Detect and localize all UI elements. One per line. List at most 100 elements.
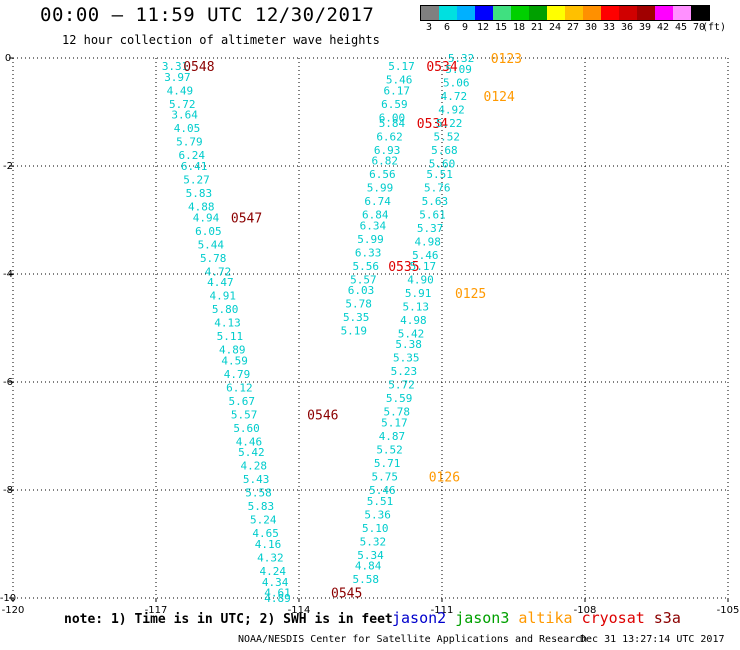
wave-height-value: 5.52	[376, 444, 403, 457]
wave-height-value: 4.05	[174, 122, 201, 135]
wave-height-value: 5.78	[200, 252, 227, 265]
wave-height-value: 6.41	[181, 160, 208, 173]
pass-time-label: 0123	[491, 52, 522, 67]
wave-height-value: 6.62	[376, 130, 403, 143]
x-tick-label: -111	[431, 605, 454, 616]
color-scale-tick-label: 21	[530, 22, 544, 33]
color-scale-tick-label: 45	[674, 22, 688, 33]
wave-height-value: 5.46	[369, 484, 396, 497]
wave-height-value: 5.24	[250, 514, 277, 527]
wave-height-value: 6.82	[372, 155, 399, 168]
wave-height-value: 5.72	[388, 379, 415, 392]
wave-height-value: 4.98	[414, 236, 441, 249]
wave-height-value: 4.24	[260, 565, 287, 578]
wave-height-value: 4.89	[264, 592, 291, 605]
color-scale-tick-label: 39	[638, 22, 652, 33]
wave-height-value: 5.83	[186, 187, 213, 200]
wave-height-value: 5.22	[436, 117, 463, 130]
color-swatch	[457, 6, 475, 20]
color-scale-tick-label: 18	[512, 22, 526, 33]
wave-height-value: 5.68	[431, 144, 458, 157]
color-swatch	[529, 6, 547, 20]
wave-height-value: 4.84	[355, 560, 382, 573]
wave-height-value: 5.60	[429, 157, 456, 170]
wave-height-value: 6.00	[379, 111, 406, 124]
wave-height-value: 4.89	[219, 344, 246, 357]
wave-height-value: 4.61	[264, 587, 291, 600]
y-tick-label: -2	[3, 161, 13, 172]
color-swatch	[691, 6, 709, 20]
wave-height-value: 5.61	[419, 209, 446, 222]
wave-height-value: 6.12	[226, 381, 253, 394]
color-swatch	[601, 6, 619, 20]
wave-height-value: 4.34	[262, 576, 289, 589]
color-swatch	[655, 6, 673, 20]
wave-height-value: 6.05	[195, 225, 222, 238]
wave-height-value: 3.97	[164, 71, 191, 84]
wave-height-value: 5.99	[367, 182, 394, 195]
wave-height-value: 5.78	[345, 298, 372, 311]
chart-title: 00:00 – 11:59 UTC 12/30/2017	[40, 4, 375, 26]
wave-height-value: 6.24	[179, 149, 206, 162]
pass-time-label: 0547	[231, 211, 262, 226]
x-tick-label: -114	[288, 605, 311, 616]
color-scale-tick-label: 6	[443, 22, 451, 33]
color-scale-tick-label: 3	[425, 22, 433, 33]
pass-time-label: 0126	[429, 471, 460, 486]
color-swatch	[637, 6, 655, 20]
wave-height-value: 4.13	[214, 317, 241, 330]
wave-height-value: 5.51	[426, 168, 453, 181]
chart-subtitle: 12 hour collection of altimeter wave hei…	[62, 33, 380, 47]
wave-height-value: 5.06	[443, 76, 470, 89]
wave-height-value: 4.92	[438, 103, 465, 116]
color-swatch	[421, 6, 439, 20]
wave-height-value: 5.44	[198, 238, 225, 251]
color-scale-tick-label: 70	[692, 22, 706, 33]
color-swatch	[619, 6, 637, 20]
wave-height-value: 5.91	[405, 287, 432, 300]
color-scale-swatches	[420, 5, 710, 21]
wave-height-value: 5.63	[422, 195, 449, 208]
wave-height-value: 4.87	[379, 430, 406, 443]
color-scale-tick-label: 33	[602, 22, 616, 33]
wave-height-value: 4.49	[167, 84, 194, 97]
mission-legend: jason2 jason3 altika cryosat s3a	[392, 609, 690, 627]
wave-height-value: 5.17	[381, 417, 408, 430]
wave-height-value: 6.33	[355, 246, 382, 259]
wave-height-value: 5.58	[245, 487, 272, 500]
color-scale-tick-label: 27	[566, 22, 580, 33]
pass-time-label: 0534	[417, 117, 448, 132]
x-tick-label: -120	[2, 605, 25, 616]
wave-height-value: 5.83	[248, 500, 275, 513]
wave-height-value: 5.17	[388, 60, 415, 73]
color-scale-labels: 3 6 9 12 15 18 21 24 27 30 33 36 39 42 45 70 (ft)	[420, 21, 740, 35]
wave-height-value: 5.67	[229, 395, 256, 408]
wave-height-value: 4.79	[224, 368, 251, 381]
wave-height-value: 4.72	[441, 90, 468, 103]
wave-height-value: 5.84	[379, 117, 406, 130]
wave-height-value: 4.91	[209, 290, 236, 303]
color-scale-legend: 3 6 9 12 15 18 21 24 27 30 33 36 39 42 45 70 (ft)	[420, 5, 740, 35]
wave-height-value: 5.10	[362, 522, 389, 535]
mission-label: altika	[518, 609, 573, 627]
color-scale-tick-label: 30	[584, 22, 598, 33]
wave-height-value: 4.16	[255, 538, 282, 551]
wave-height-value: 6.03	[348, 284, 375, 297]
wave-height-value: 5.36	[364, 508, 391, 521]
wave-height-value: 4.32	[257, 552, 284, 565]
wave-height-value: 5.37	[417, 222, 444, 235]
footer-note: note: 1) Time is in UTC; 2) SWH is in fe…	[64, 612, 393, 627]
wave-height-value: 5.72	[169, 98, 196, 111]
color-swatch	[475, 6, 493, 20]
wave-height-value: 5.42	[398, 327, 425, 340]
color-scale-tick-label: 42	[656, 22, 670, 33]
mission-label: jason3	[455, 609, 510, 627]
wave-height-value: 5.59	[386, 392, 413, 405]
wave-height-value: 4.46	[236, 435, 263, 448]
wave-height-value: 6.34	[360, 219, 387, 232]
wave-height-value: 5.32	[448, 52, 475, 65]
y-tick-label: -6	[3, 377, 13, 388]
color-swatch	[439, 6, 457, 20]
wave-height-value: 5.23	[391, 365, 418, 378]
footer-credit: NOAA/NESDIS Center for Satellite Applica…	[238, 634, 588, 645]
